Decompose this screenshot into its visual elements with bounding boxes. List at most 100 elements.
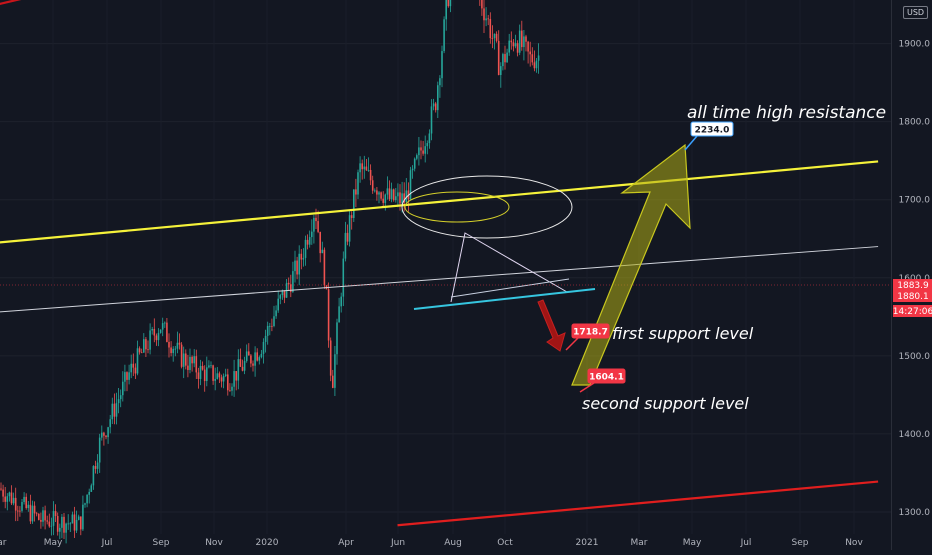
candle-body: [210, 365, 212, 367]
candle-body: [59, 527, 61, 532]
candle-body: [533, 62, 536, 69]
candle-body: [0, 488, 2, 490]
price-tick-label: 1600.0: [899, 274, 931, 284]
time-tick-label: Apr: [338, 538, 354, 548]
candle-body: [521, 30, 523, 48]
candle-body: [101, 432, 103, 438]
candle-body: [73, 514, 76, 531]
candle-body: [271, 325, 273, 327]
candle-body: [334, 354, 336, 388]
candle-body: [516, 43, 519, 53]
price-tick-label: 1300.0: [899, 508, 931, 518]
candle-body: [29, 504, 32, 522]
candle-body: [411, 168, 414, 171]
candle-body: [277, 298, 279, 311]
candle-body: [147, 349, 149, 351]
candle-body: [397, 192, 399, 197]
candle-body: [235, 371, 237, 381]
candle-body: [359, 163, 361, 173]
candle-body: [430, 106, 433, 134]
candle-body: [124, 372, 126, 382]
candle-body: [252, 363, 254, 366]
candle-body: [92, 466, 95, 486]
candle-body: [390, 189, 393, 200]
time-tick-label: Jul: [101, 538, 113, 548]
candle-body: [69, 523, 72, 525]
candle-body: [178, 342, 181, 345]
first-support-badge: [571, 323, 610, 339]
candle-body: [447, 0, 450, 7]
candle-body: [374, 190, 376, 192]
time-tick-label: May: [683, 538, 702, 548]
candle-body: [332, 375, 334, 388]
ath-resistance-badge-text: 2234.0: [695, 126, 730, 136]
candle-body: [399, 192, 401, 204]
time-tick-label: Mar: [0, 538, 7, 548]
candle-body: [42, 510, 44, 522]
candle-body: [227, 374, 229, 391]
time-tick-label: Sep: [792, 538, 809, 548]
candle-body: [441, 51, 443, 79]
candle-body: [395, 196, 397, 201]
candle-body: [126, 372, 128, 380]
second-support-badge-text: 1604.1: [589, 373, 624, 383]
candle-body: [187, 365, 189, 370]
candle-body: [523, 36, 525, 48]
candle-body: [19, 510, 21, 512]
candle-body: [290, 284, 292, 292]
time-tick-label: Jul: [740, 538, 752, 548]
candle-body: [46, 520, 48, 522]
candle-body: [409, 170, 412, 200]
candle-body: [306, 239, 309, 245]
candle-body: [428, 133, 431, 144]
candle-body: [239, 359, 242, 367]
candle-body: [138, 348, 141, 353]
candle-body: [311, 231, 313, 238]
candle-body: [500, 66, 502, 75]
candle-body: [294, 260, 296, 272]
candle-body: [130, 363, 132, 373]
candle-body: [61, 516, 63, 528]
candle-body: [292, 271, 294, 292]
candle-body: [86, 494, 88, 504]
candle-body: [495, 33, 498, 41]
candle-body: [437, 85, 439, 111]
candle-body: [296, 260, 298, 275]
candle-body: [159, 329, 162, 333]
candle-body: [203, 369, 206, 382]
candle-body: [208, 365, 210, 368]
price-marker: [893, 279, 932, 291]
candle-body: [449, 0, 452, 7]
candle-body: [75, 519, 78, 531]
ath-resistance-badge: [690, 121, 734, 137]
candle-body: [525, 36, 527, 42]
candle-body: [336, 322, 338, 355]
first-support-label: first support level: [612, 324, 754, 343]
candle-body: [258, 357, 261, 361]
candle-body: [382, 198, 384, 203]
candle-body: [222, 376, 225, 382]
candle-body: [348, 215, 351, 242]
candle-body: [371, 180, 374, 191]
candle-body: [189, 356, 191, 370]
candle-body: [275, 310, 277, 317]
candle-body: [262, 341, 265, 354]
candle-body: [243, 361, 246, 371]
candle-body: [229, 390, 231, 392]
candle-body: [300, 253, 303, 260]
price-axis-scale: 1300.0 1400.0 1500.0 1600.0 1700.0 1800.0 1900…: [893, 40, 932, 518]
candle-body: [357, 172, 359, 195]
currency-badge[interactable]: USD: [903, 6, 929, 19]
time-tick-label: 2021: [576, 538, 599, 548]
time-tick-label: Nov: [845, 538, 863, 548]
price-axis[interactable]: 1300.0 1400.0 1500.0 1600.0 1700.0 1800.0 1900…: [891, 0, 932, 550]
candle-body: [367, 169, 370, 171]
candle-body: [497, 40, 500, 75]
candle-body: [369, 169, 372, 181]
candle-body: [201, 365, 204, 370]
candle-body: [98, 437, 101, 463]
candle-body: [392, 189, 395, 201]
ath-resistance-label: all time high resistance: [687, 103, 886, 123]
yellow-lower-channel-line: [0, 160, 879, 244]
